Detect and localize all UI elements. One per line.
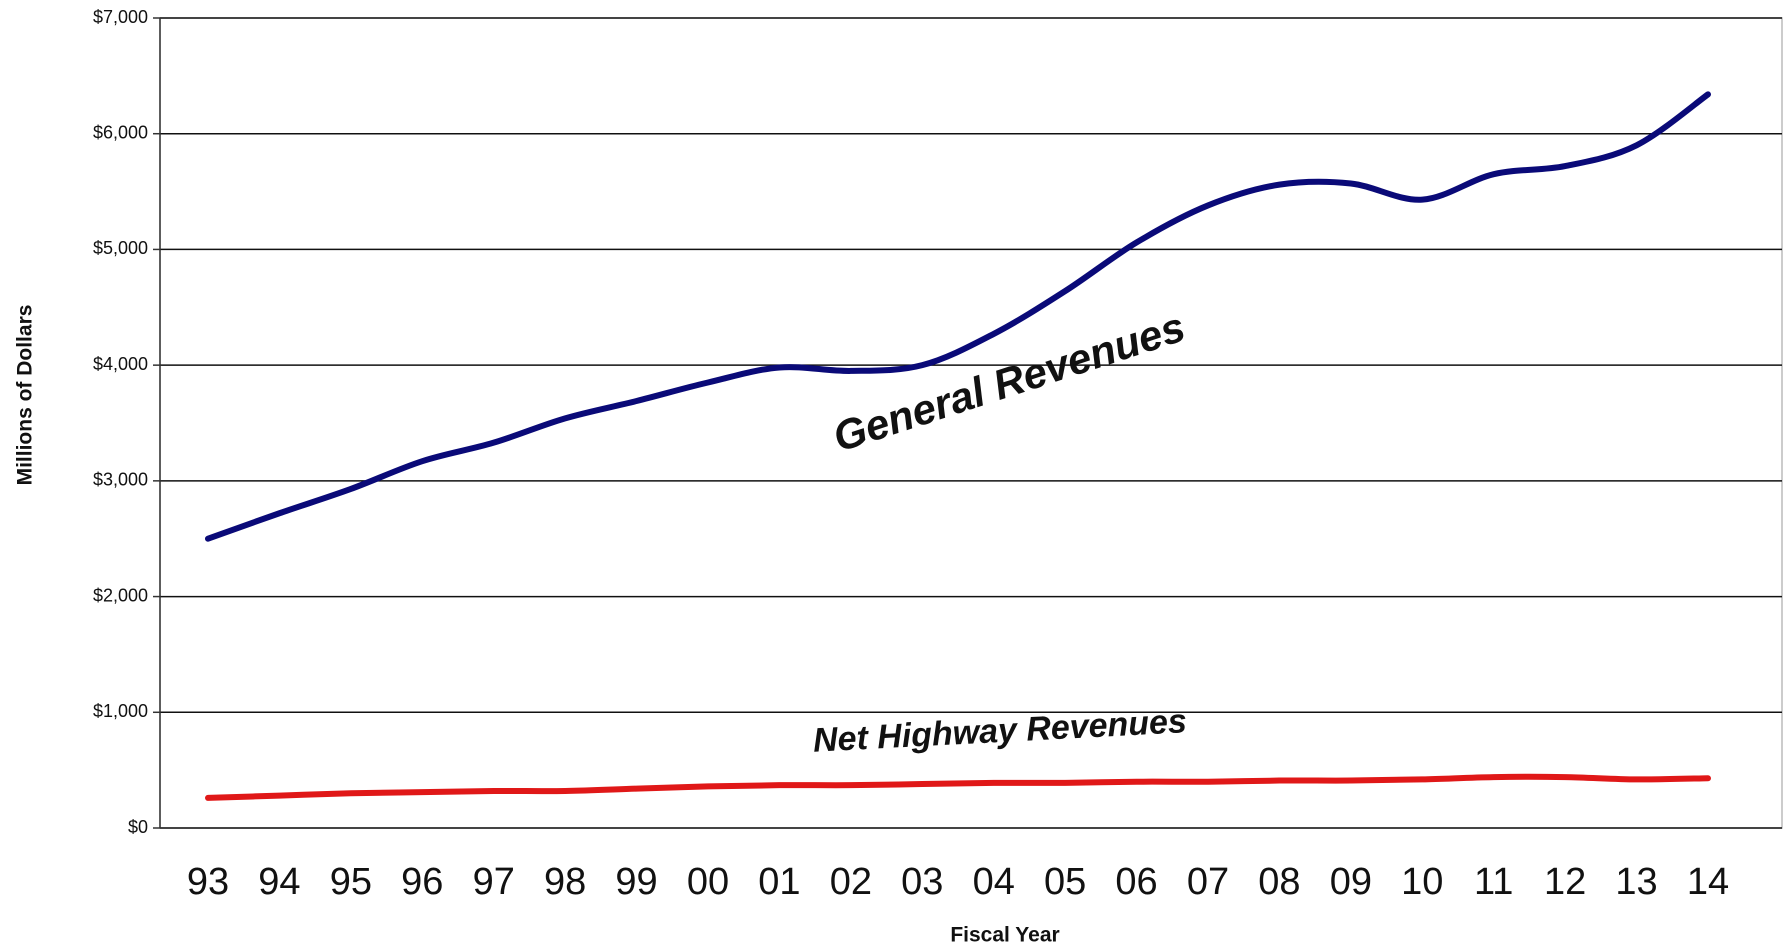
x-tick-label: 98 [544,861,586,903]
x-tick-label: 01 [758,861,800,903]
series-line [205,773,1711,801]
x-tick-label: 00 [687,861,729,903]
y-tick-label: $2,000 [93,585,148,605]
x-tick-label: 14 [1687,861,1729,903]
x-tick-label: 02 [830,861,872,903]
x-tick-label: 08 [1258,861,1300,903]
series-annotation: Net Highway Revenues [812,702,1188,760]
x-tick-label: 97 [473,861,515,903]
x-tick-label: 09 [1330,861,1372,903]
x-tick-label: 12 [1544,861,1586,903]
y-tick-label: $6,000 [93,122,148,142]
y-tick-label: $5,000 [93,238,148,258]
y-tick-label: $4,000 [93,354,148,374]
x-tick-label: 03 [901,861,943,903]
plot-frame [159,17,1783,829]
y-tick-label: $7,000 [93,7,148,27]
y-tick-label: $3,000 [93,470,148,490]
x-tick-label: 07 [1187,861,1229,903]
x-tick-label: 96 [401,861,443,903]
x-tick-label: 10 [1401,861,1443,903]
y-tick-label: $0 [128,817,148,837]
x-tick-label: 05 [1044,861,1086,903]
x-axis-title: Fiscal Year [950,924,1059,947]
x-tick-label: 13 [1615,861,1657,903]
x-tick-label: 94 [258,861,300,903]
x-tick-label: 95 [330,861,372,903]
series-line [205,91,1711,542]
x-tick-label: 99 [615,861,657,903]
x-tick-label: 11 [1474,861,1513,903]
x-tick-label: 93 [187,861,229,903]
y-tick-label: $1,000 [93,701,148,721]
x-tick-label: 04 [973,861,1015,903]
x-tick-label: 06 [1115,861,1157,903]
y-axis-title: Millions of Dollars [14,305,37,486]
